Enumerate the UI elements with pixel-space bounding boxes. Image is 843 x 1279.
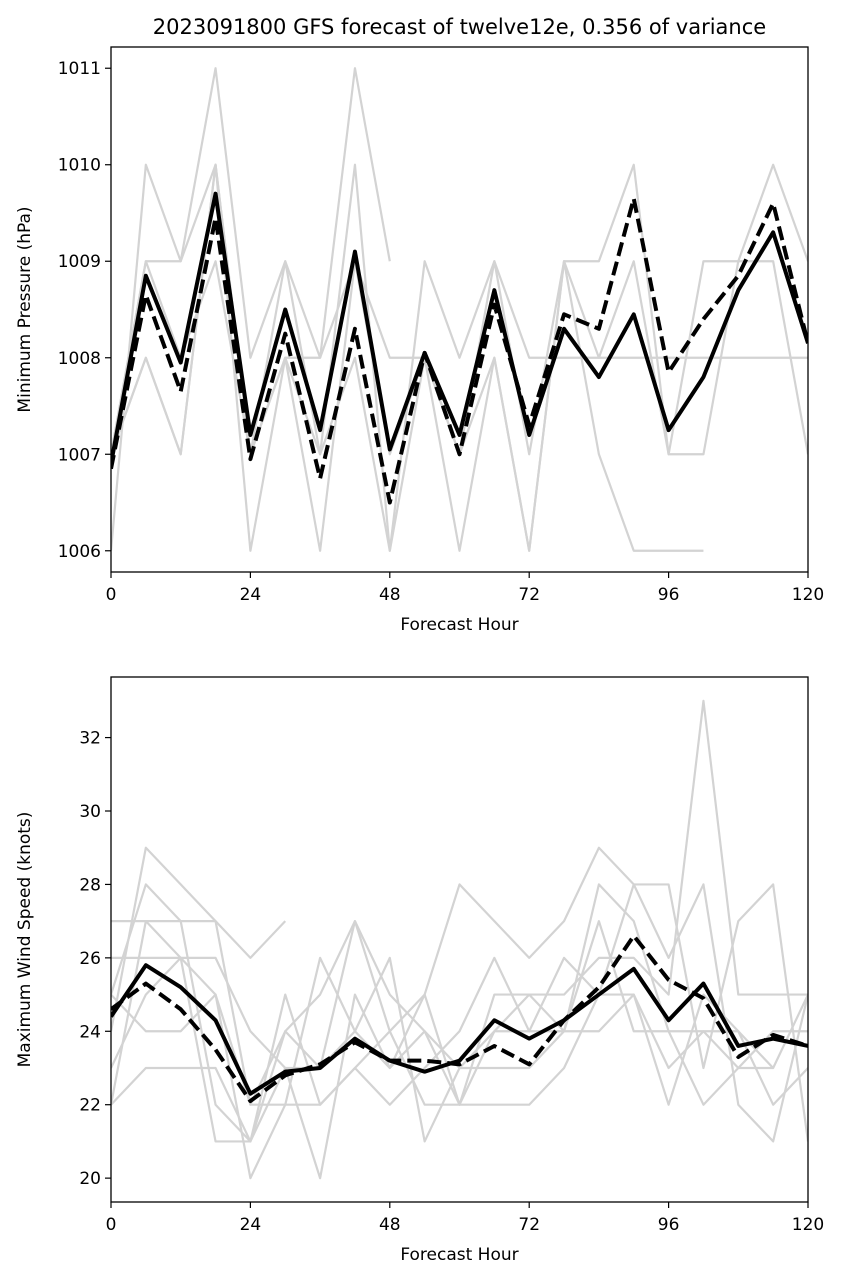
y-tick-label: 26 xyxy=(79,949,101,969)
y-tick-label: 20 xyxy=(79,1169,101,1189)
ensemble-line xyxy=(111,920,287,959)
y-tick-label: 1011 xyxy=(58,59,101,79)
y-axis-label: Minimum Pressure (hPa) xyxy=(15,206,35,412)
x-tick-label: 72 xyxy=(518,585,540,605)
chart-title: 2023091800 GFS forecast of twelve12e, 0.… xyxy=(153,15,766,39)
x-tick-label: 96 xyxy=(658,585,680,605)
axes-frame xyxy=(110,676,809,1203)
mean-line-solid xyxy=(111,191,808,465)
y-tick-label: 1007 xyxy=(58,445,101,465)
y-tick-label: 1008 xyxy=(58,349,101,369)
x-axis-label: Forecast Hour xyxy=(400,615,518,635)
x-tick-label: 120 xyxy=(792,1215,824,1235)
y-tick-label: 1010 xyxy=(58,156,101,176)
mean-line-dashed xyxy=(111,933,808,1104)
x-tick-label: 48 xyxy=(379,585,401,605)
ensemble-line xyxy=(111,260,704,552)
pressure-chart: 0 24 48 72 96 120 1006 1007 1008 1009 1010 1011 Fore… xyxy=(15,46,824,635)
x-tick-label: 96 xyxy=(658,1215,680,1235)
x-tick-label: 24 xyxy=(240,1215,262,1235)
y-tick-label: 1009 xyxy=(58,252,101,272)
x-tick-label: 24 xyxy=(240,585,262,605)
y-tick-label: 30 xyxy=(79,802,101,822)
ensemble-line xyxy=(111,67,391,551)
x-tick-label: 0 xyxy=(106,1215,117,1235)
plot-area xyxy=(111,67,808,552)
y-tick-label: 22 xyxy=(79,1096,101,1116)
y-tick-label: 32 xyxy=(79,729,101,749)
wind-chart: 0 24 48 72 96 120 20 22 24 26 28 30 32 Forecast Hour M… xyxy=(15,676,824,1265)
axes-frame xyxy=(110,46,809,573)
mean-line-solid xyxy=(111,963,808,1096)
ensemble-line xyxy=(111,846,808,1180)
x-axis-label: Forecast Hour xyxy=(400,1245,518,1265)
x-tick-label: 48 xyxy=(379,1215,401,1235)
ensemble-line xyxy=(111,883,808,1180)
ensemble-line xyxy=(111,883,808,1106)
mean-line-dashed xyxy=(111,196,808,505)
x-tick-label: 72 xyxy=(518,1215,540,1235)
x-tick-label: 120 xyxy=(792,585,824,605)
x-tick-label: 0 xyxy=(106,585,117,605)
plot-area xyxy=(111,699,808,1180)
y-axis-label: Maximum Wind Speed (knots) xyxy=(15,812,35,1068)
y-tick-label: 24 xyxy=(79,1022,101,1042)
y-tick-label: 1006 xyxy=(58,542,101,562)
y-tick-label: 28 xyxy=(79,875,101,895)
